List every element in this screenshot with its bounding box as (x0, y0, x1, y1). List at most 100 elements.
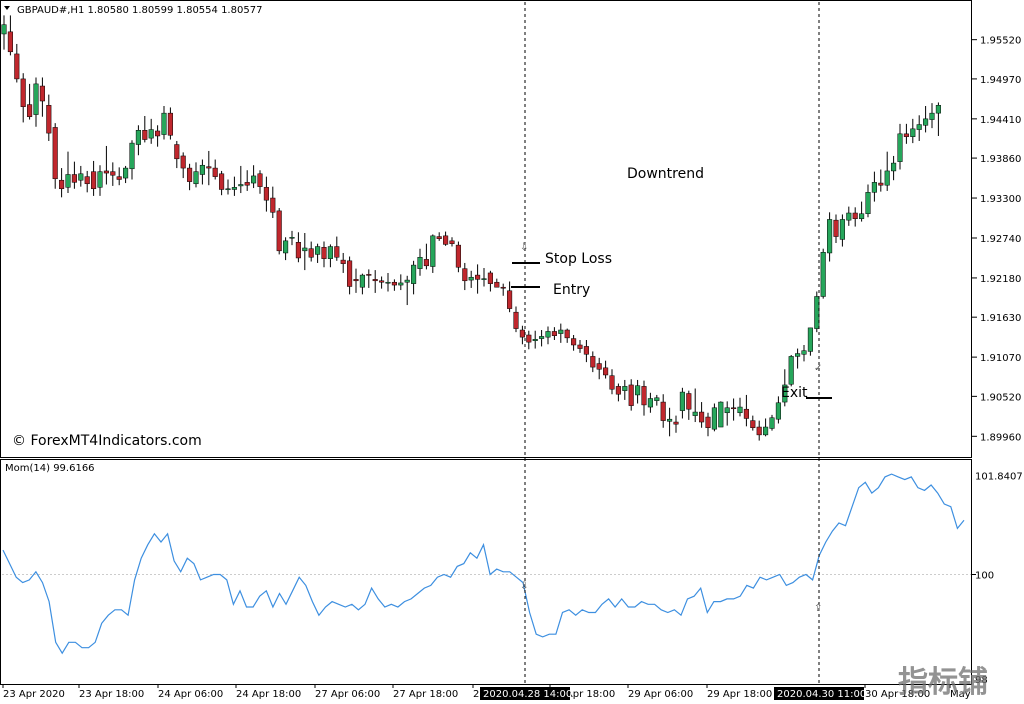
candle (481, 267, 487, 287)
candle (603, 360, 609, 379)
candle (199, 159, 205, 185)
candle (865, 184, 871, 218)
candle (577, 340, 583, 353)
candle (270, 186, 276, 219)
watermark-text: © ForexMT4Indicators.com (12, 433, 202, 449)
candle (244, 170, 250, 191)
candle (71, 161, 77, 189)
time-tick-label: 27 Apr 06:00 (315, 689, 380, 700)
momentum-buy-arrow-icon: ⇧ (814, 603, 822, 614)
candle (820, 248, 826, 299)
momentum-pane[interactable] (0, 459, 972, 685)
downtrend-annotation: Downtrend (627, 166, 704, 182)
candle (916, 115, 922, 141)
candle (487, 270, 493, 292)
candle (436, 232, 442, 241)
candle (283, 237, 289, 261)
momentum-sell-arrow-icon: ⇩ (520, 581, 528, 592)
price-tick-label: 1.93860 (980, 154, 1021, 165)
price-tick-label: 1.94970 (980, 75, 1021, 86)
candle (622, 379, 628, 400)
candle (903, 123, 909, 144)
candle (609, 369, 615, 395)
candle (455, 241, 461, 273)
candle (33, 77, 39, 127)
candle (129, 140, 135, 180)
momentum-axis-label: 100 (975, 571, 994, 582)
candle (827, 212, 833, 262)
time-tick-label: 29 Apr 18:00 (707, 689, 772, 700)
candle (583, 340, 589, 363)
candle (7, 15, 13, 56)
candle (334, 236, 340, 261)
candle (411, 260, 417, 295)
candle (699, 402, 705, 428)
svg-text:2020.04.30 11:00: 2020.04.30 11:00 (777, 689, 866, 700)
candle (161, 106, 167, 140)
candle (660, 394, 666, 428)
candle (724, 401, 730, 426)
candle (769, 414, 775, 431)
candle (795, 348, 801, 369)
candle (558, 323, 564, 343)
candle (148, 118, 154, 144)
exit-time-highlight: 2020.04.30 11:00 (774, 687, 866, 700)
candle (91, 160, 97, 196)
candle (174, 140, 180, 169)
time-tick-label: 28 Apr 18:00 (550, 689, 615, 700)
candle (545, 326, 551, 345)
time-tick-label: 28 (473, 689, 486, 700)
candle (923, 106, 929, 133)
candle (443, 231, 449, 246)
candle (897, 123, 903, 170)
candle (615, 383, 621, 402)
candle (404, 275, 410, 306)
candle (705, 412, 711, 437)
chart-menu-triangle-icon[interactable] (4, 6, 10, 10)
candle (193, 162, 199, 188)
candle (97, 165, 103, 196)
candle (686, 390, 692, 420)
candle (391, 279, 397, 291)
candle (513, 306, 519, 333)
price-tick-label: 1.94410 (980, 115, 1021, 126)
candle (123, 165, 129, 184)
price-pane[interactable] (0, 0, 972, 458)
candle (859, 201, 865, 222)
stop-loss-annotation: Stop Loss (545, 251, 612, 267)
candle (667, 407, 673, 437)
candle (263, 176, 269, 212)
time-tick-label: 24 Apr 18:00 (236, 689, 301, 700)
candle (206, 150, 212, 186)
candle (731, 398, 737, 421)
candle (551, 327, 557, 340)
candle (775, 396, 781, 424)
candle (340, 252, 346, 273)
candle (750, 415, 756, 431)
entry-time-highlight: 2020.04.28 14:00 (480, 687, 572, 700)
momentum-line (2, 473, 965, 655)
candle (116, 167, 122, 186)
candle (110, 162, 116, 186)
price-tick-label: 1.91630 (980, 313, 1021, 324)
candle (180, 152, 186, 179)
entry-annotation: Entry (553, 282, 590, 298)
candle (289, 230, 295, 246)
candle (295, 232, 301, 263)
candle (814, 291, 820, 333)
candle (155, 125, 161, 147)
candle (302, 232, 308, 271)
candle (417, 248, 423, 276)
candle (871, 171, 877, 202)
candle (462, 262, 468, 291)
candle (756, 420, 762, 441)
price-tick-label: 1.95520 (980, 36, 1021, 47)
corner-logo: 指标铺 (898, 665, 988, 700)
momentum-label: Mom(14) 99.6166 (5, 463, 95, 474)
candle (532, 330, 538, 349)
candle (347, 256, 353, 295)
time-tick-label: 23 Apr 2020 (3, 689, 65, 700)
close-check-icon: ✓ (814, 363, 822, 374)
candle (1, 15, 7, 50)
